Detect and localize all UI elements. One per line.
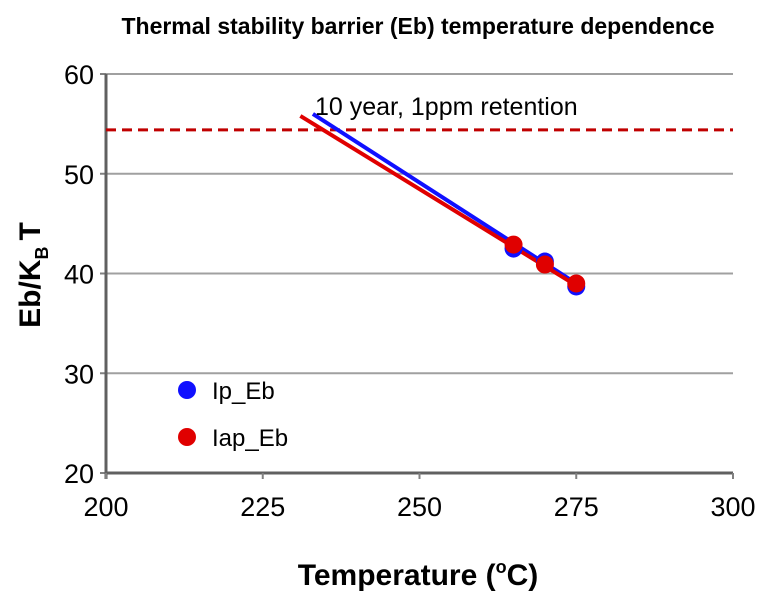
x-tick-label: 275 xyxy=(554,492,599,522)
fit-line-Iap_Eb xyxy=(299,114,578,288)
y-axis-label: Eb/KBT xyxy=(14,222,52,328)
x-tick-label: 250 xyxy=(397,492,442,522)
y-tick-label: 60 xyxy=(64,60,94,90)
y-tick-label: 50 xyxy=(64,160,94,190)
data-point-Iap_Eb xyxy=(504,235,523,254)
data-point-Iap_Eb xyxy=(567,274,586,293)
legend-label-iap: Iap_Eb xyxy=(212,425,288,452)
y-tick-label: 30 xyxy=(64,359,94,389)
fit-line-Ip_Eb xyxy=(311,112,578,286)
y-tick-label: 40 xyxy=(64,260,94,290)
legend-label-ip: Ip_Eb xyxy=(212,378,275,405)
x-tick-label: 225 xyxy=(240,492,285,522)
legend-marker-iap xyxy=(178,428,196,446)
legend-marker-ip xyxy=(178,381,196,399)
x-tick-label: 300 xyxy=(710,492,755,522)
reference-line-label: 10 year, 1ppm retention xyxy=(315,93,578,121)
x-tick-label: 200 xyxy=(83,492,128,522)
data-point-Iap_Eb xyxy=(535,255,554,274)
legend: Ip_Eb Iap_Eb xyxy=(178,378,288,452)
x-axis-label: Temperature (oC) xyxy=(298,557,538,592)
y-tick-label: 20 xyxy=(64,459,94,489)
chart-title: Thermal stability barrier (Eb) temperatu… xyxy=(121,13,714,39)
